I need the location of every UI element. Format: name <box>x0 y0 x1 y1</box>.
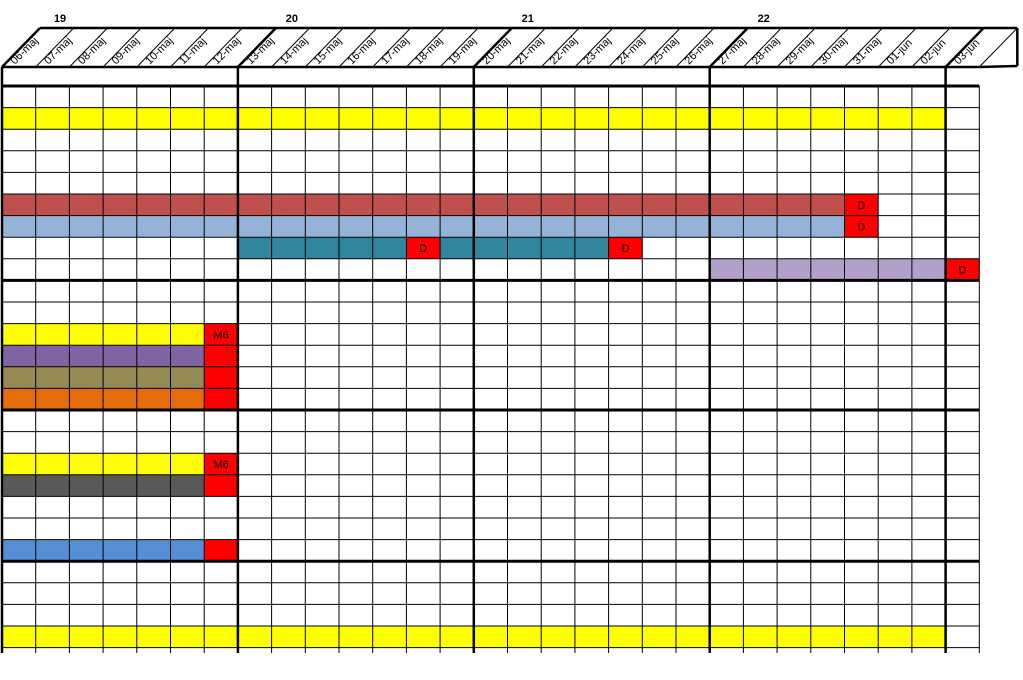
date-label: 10-maj <box>143 35 175 67</box>
date-label: 22-maj <box>548 35 580 67</box>
task-bar[interactable] <box>204 474 238 497</box>
task-bar[interactable] <box>204 345 238 367</box>
task-bar[interactable] <box>204 539 238 562</box>
date-label: 12-maj <box>211 35 243 67</box>
milestone-label: D <box>419 243 427 255</box>
week-number: 20 <box>286 13 298 25</box>
date-label: 30-maj <box>817 35 849 67</box>
date-label: 13-maj <box>244 35 276 67</box>
date-label: 15-maj <box>312 35 344 67</box>
week-number: 21 <box>522 13 534 25</box>
date-label: 03-jun <box>952 37 982 67</box>
date-label: 18-maj <box>413 35 445 67</box>
milestone-label: D <box>857 221 865 233</box>
date-label: 09-maj <box>110 35 142 67</box>
date-label: 31-maj <box>851 35 883 67</box>
date-label: 25-maj <box>649 35 681 67</box>
date-label: 14-maj <box>278 35 310 67</box>
task-bar[interactable] <box>237 237 407 259</box>
milestone-cell[interactable] <box>844 215 879 238</box>
grid-lines <box>0 67 980 653</box>
milestone-cell[interactable] <box>945 258 980 281</box>
date-label: 17-maj <box>379 35 411 67</box>
milestone-label: M6 <box>213 459 228 471</box>
week-number: 22 <box>758 13 770 25</box>
date-label: 16-maj <box>345 35 377 67</box>
date-label: 27-maj <box>716 35 748 67</box>
milestone-label: D <box>857 200 865 212</box>
task-bar[interactable] <box>2 194 845 216</box>
milestone-cell[interactable] <box>844 194 879 216</box>
date-label: 29-maj <box>784 35 816 67</box>
date-label: 01-jun <box>885 37 915 67</box>
date-label: 24-maj <box>615 35 647 67</box>
date-header: 06-maj 07-maj 08-maj 09-maj 10-maj 11-maj 12-m… <box>1 13 1019 69</box>
milestone-label: D <box>958 265 966 277</box>
milestone-label: M6 <box>213 329 228 341</box>
date-label: 11-maj <box>177 35 209 67</box>
milestone-cell[interactable] <box>204 453 238 475</box>
milestone-cell[interactable] <box>204 323 238 346</box>
week-number: 19 <box>54 13 66 25</box>
date-label: 08-maj <box>76 35 108 67</box>
task-bar[interactable] <box>440 237 609 259</box>
task-bar[interactable] <box>204 366 238 389</box>
task-bar[interactable] <box>2 215 845 238</box>
milestone-label: D <box>621 243 629 255</box>
date-label: 21-maj <box>514 35 546 67</box>
date-label: 02-jun <box>918 37 948 67</box>
date-label: 23-maj <box>581 35 613 67</box>
date-label: 19-maj <box>447 35 479 67</box>
task-bar[interactable] <box>204 388 238 410</box>
date-label: 26-maj <box>682 35 714 67</box>
milestone-cell[interactable] <box>608 237 643 259</box>
milestone-cell[interactable] <box>406 237 441 259</box>
date-label: 20-maj <box>480 35 512 67</box>
date-label: 06-maj <box>8 35 40 67</box>
date-label: 28-maj <box>750 35 782 67</box>
date-label: 07-maj <box>42 35 74 67</box>
task-bar[interactable] <box>709 258 946 281</box>
